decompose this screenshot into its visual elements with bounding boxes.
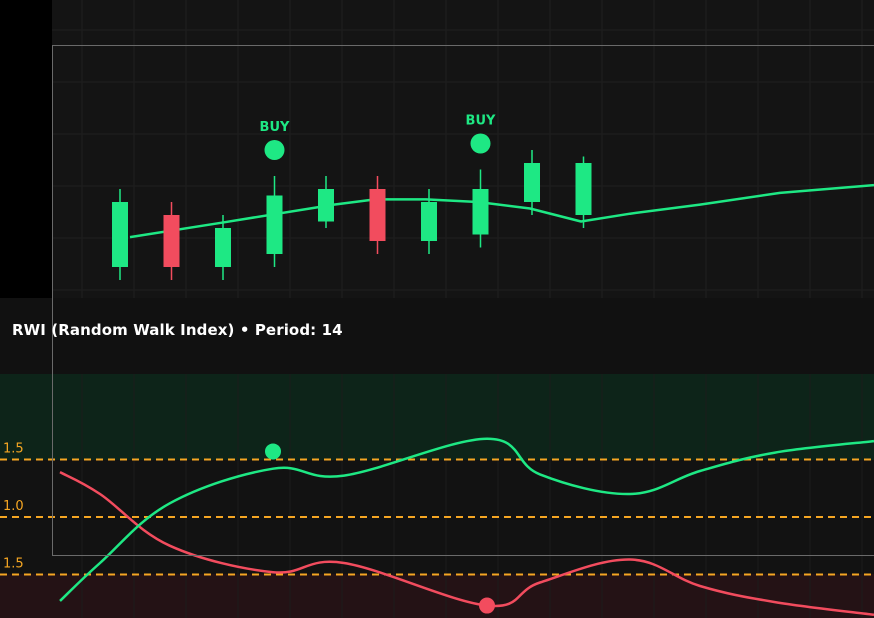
level-label: 1.0 bbox=[3, 499, 24, 514]
buy-signal-marker bbox=[470, 133, 491, 154]
candle-body-bearish bbox=[369, 189, 386, 241]
candle-body-bullish bbox=[472, 189, 489, 235]
candle-body-bullish bbox=[524, 163, 540, 202]
period-label: Period: bbox=[254, 321, 317, 339]
candle-body-bullish bbox=[112, 202, 128, 267]
level-label: 1.5 bbox=[3, 557, 24, 572]
indicator-name: RWI (Random Walk Index) bbox=[12, 321, 235, 339]
candle-body-bullish bbox=[215, 228, 231, 267]
price-pane-background bbox=[52, 0, 874, 298]
rwi-low-line bbox=[59, 471, 874, 617]
candle-body-bullish bbox=[421, 202, 437, 241]
candle-body-bearish bbox=[163, 215, 180, 267]
buy-signal-label: BUY bbox=[260, 120, 290, 135]
oversold-zone bbox=[0, 574, 874, 618]
buy-signal-marker bbox=[264, 140, 285, 160]
candle-body-bullish bbox=[266, 195, 283, 254]
level-label: 1.5 bbox=[3, 442, 24, 457]
rwi-high-line bbox=[59, 437, 874, 602]
rwi-buy-marker bbox=[265, 443, 281, 460]
buy-signal-label: BUY bbox=[466, 114, 496, 129]
title-separator: • bbox=[239, 321, 250, 339]
indicator-title: RWI (Random Walk Index) • Period: 14 bbox=[12, 321, 343, 339]
period-value: 14 bbox=[321, 321, 343, 339]
indicator-header-background bbox=[0, 298, 874, 374]
overbought-zone bbox=[0, 374, 874, 460]
moving-average-line bbox=[129, 183, 874, 239]
selection-box bbox=[52, 45, 874, 556]
rwi-sell-marker bbox=[479, 597, 495, 614]
candle-body-bullish bbox=[318, 189, 334, 222]
candle-body-bullish bbox=[575, 163, 592, 215]
